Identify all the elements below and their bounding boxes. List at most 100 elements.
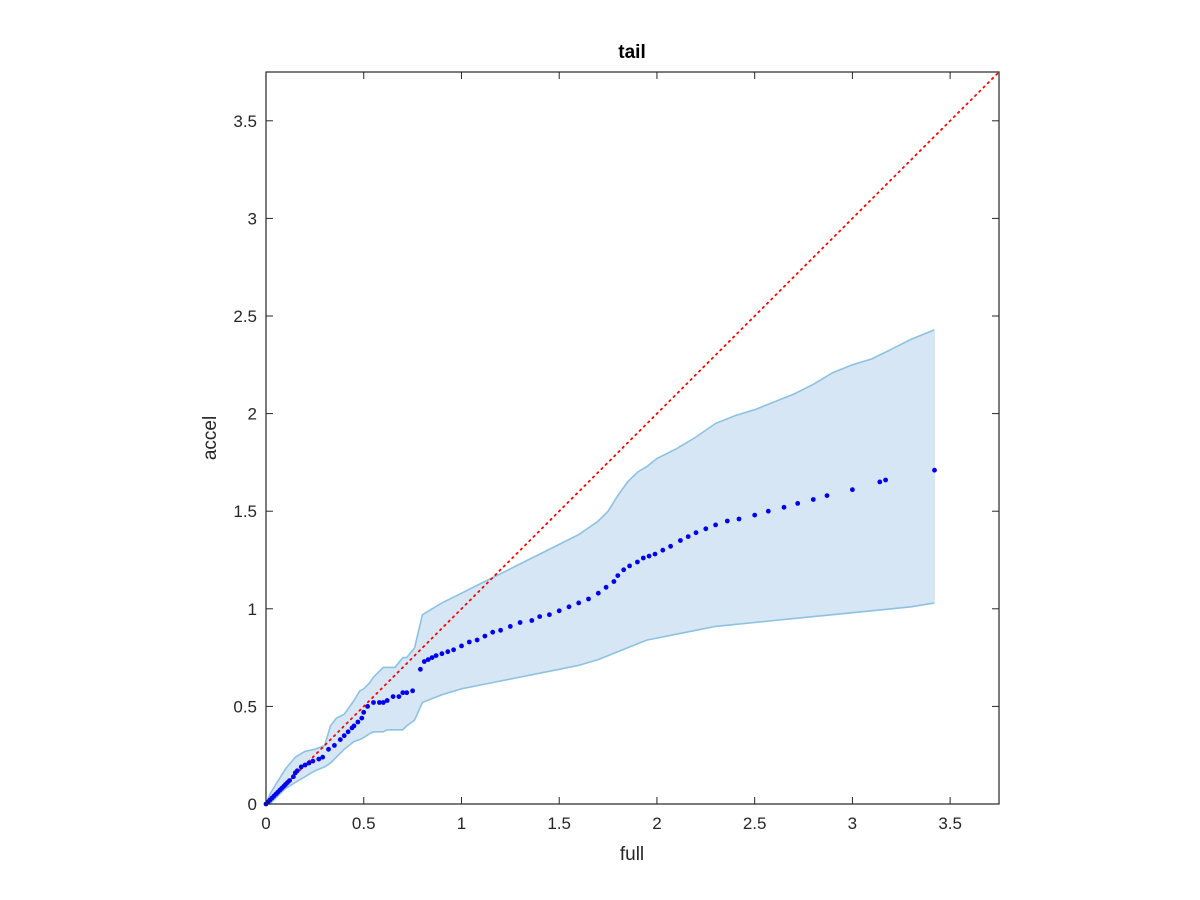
data-point: [850, 487, 855, 493]
x-tick-label: 0.5: [352, 814, 376, 833]
data-point: [371, 700, 376, 705]
data-point: [341, 733, 347, 739]
x-tick-label: 0: [261, 814, 270, 833]
data-point: [810, 497, 816, 502]
data-point: [652, 551, 658, 557]
data-point: [685, 534, 691, 539]
data-point: [566, 604, 572, 610]
data-point: [459, 643, 464, 649]
data-point: [439, 651, 445, 657]
data-point: [390, 694, 396, 699]
data-point: [482, 633, 488, 639]
data-point: [425, 657, 431, 662]
data-point: [824, 493, 830, 498]
data-point: [537, 614, 543, 619]
data-point: [627, 563, 632, 569]
data-point: [795, 501, 801, 506]
data-point: [615, 573, 621, 578]
data-point: [646, 553, 652, 559]
x-tick-label: 2: [652, 814, 661, 833]
x-tick-label: 2.5: [743, 814, 767, 833]
data-point: [490, 629, 496, 635]
data-point: [429, 655, 435, 660]
data-point: [498, 627, 503, 633]
data-point: [693, 530, 699, 536]
data-point: [547, 612, 552, 618]
confidence-band-upper: [265, 328, 935, 805]
data-point: [603, 584, 609, 590]
data-point: [396, 694, 402, 699]
data-point: [355, 719, 361, 725]
chart-title: tail: [618, 42, 645, 63]
y-tick-label: 0.5: [233, 697, 257, 716]
y-tick-label: 3: [248, 209, 257, 228]
data-point: [320, 754, 326, 760]
data-point: [418, 666, 423, 672]
data-point: [316, 756, 322, 762]
data-point: [507, 624, 513, 629]
axes-box: [265, 71, 1000, 805]
x-axis-label: full: [620, 844, 644, 865]
data-point: [345, 729, 351, 735]
data-point: [298, 764, 304, 770]
data-point: [421, 659, 427, 664]
data-point: [595, 590, 601, 596]
data-point: [337, 737, 343, 742]
data-point: [433, 653, 439, 658]
data-point: [611, 579, 617, 584]
data-point: [781, 504, 787, 510]
data-point: [736, 516, 742, 522]
data-point: [361, 709, 367, 715]
data-point: [640, 555, 646, 561]
data-point: [294, 768, 300, 774]
data-point: [365, 704, 370, 709]
data-point: [384, 698, 390, 703]
y-tick-label: 1.5: [233, 502, 257, 521]
data-point: [445, 649, 451, 655]
data-point: [660, 547, 666, 553]
data-point: [287, 778, 292, 783]
data-point: [765, 508, 771, 514]
data-point: [621, 567, 627, 573]
confidence-band-layer: [265, 328, 935, 805]
data-point: [932, 467, 937, 473]
data-point: [883, 477, 888, 483]
data-point: [332, 743, 337, 748]
data-point: [410, 688, 415, 694]
y-tick-label: 3.5: [233, 112, 257, 131]
data-point: [291, 774, 296, 780]
data-point: [703, 526, 709, 532]
data-point: [359, 715, 365, 721]
data-point: [586, 596, 591, 602]
y-axis-label: accel: [200, 416, 221, 460]
data-point: [310, 758, 316, 764]
y-tick-label: 0: [248, 795, 257, 814]
data-point: [713, 522, 718, 528]
y-tick-label: 1: [248, 600, 257, 619]
data-point: [517, 620, 523, 625]
data-point: [576, 600, 582, 606]
reference-line: [265, 71, 1000, 805]
data-point: [678, 538, 683, 543]
data-point: [668, 543, 673, 549]
ticks-layer: 0 0.5 1 1.5 2 2.5 3 3.5 0 0.5 1 1.5 2 2.5 3 3.5: [233, 72, 999, 833]
y-tick-label: 2: [248, 405, 257, 424]
data-point: [556, 608, 562, 614]
data-point: [474, 637, 480, 643]
data-point: [752, 512, 758, 518]
x-tick-label: 3.5: [938, 814, 962, 833]
data-point: [302, 762, 308, 768]
data-point: [404, 690, 410, 696]
x-tick-label: 3: [848, 814, 857, 833]
data-point: [529, 618, 535, 623]
data-point: [380, 700, 386, 705]
data-point: [451, 647, 456, 653]
x-tick-label: 1.5: [547, 814, 571, 833]
x-tick-label: 1: [457, 814, 466, 833]
data-point: [326, 746, 331, 752]
data-point: [724, 518, 730, 524]
confidence-band-fill: [266, 329, 935, 804]
data-point: [306, 760, 312, 766]
